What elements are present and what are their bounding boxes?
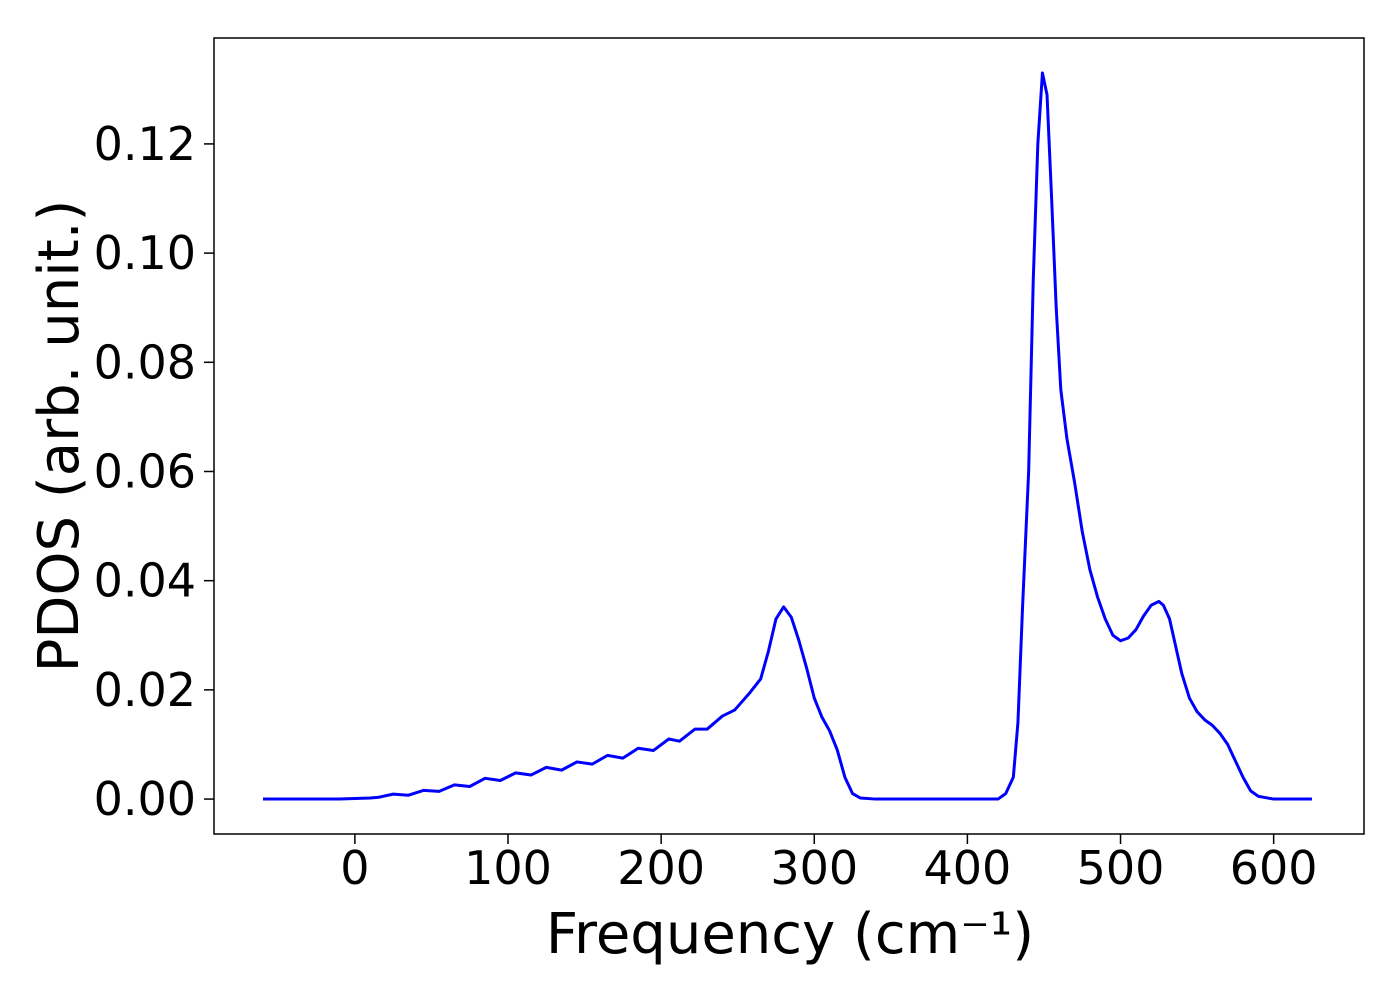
x-tick-label: 0 — [340, 841, 369, 895]
y-tick-label: 0.02 — [94, 663, 196, 717]
y-tick-label: 0.06 — [94, 444, 196, 498]
plot-frame — [213, 37, 1365, 835]
x-tick-label: 300 — [770, 841, 858, 895]
line-series — [263, 71, 1312, 801]
x-tick-label: 200 — [617, 841, 705, 895]
y-tick-label: 0.10 — [94, 226, 196, 280]
x-axis-label: Frequency (cm⁻¹) — [546, 902, 1034, 967]
y-tick-label: 0.04 — [94, 554, 196, 608]
x-tick-label: 100 — [464, 841, 552, 895]
y-tick-label: 0.00 — [94, 772, 196, 826]
x-tick-label: 400 — [923, 841, 1011, 895]
y-axis-label: PDOS (arb. unit.) — [27, 200, 92, 673]
y-tick-label: 0.12 — [94, 117, 196, 171]
y-tick-label: 0.08 — [94, 335, 196, 389]
x-tick-label: 500 — [1077, 841, 1165, 895]
x-tick-label: 600 — [1230, 841, 1318, 895]
